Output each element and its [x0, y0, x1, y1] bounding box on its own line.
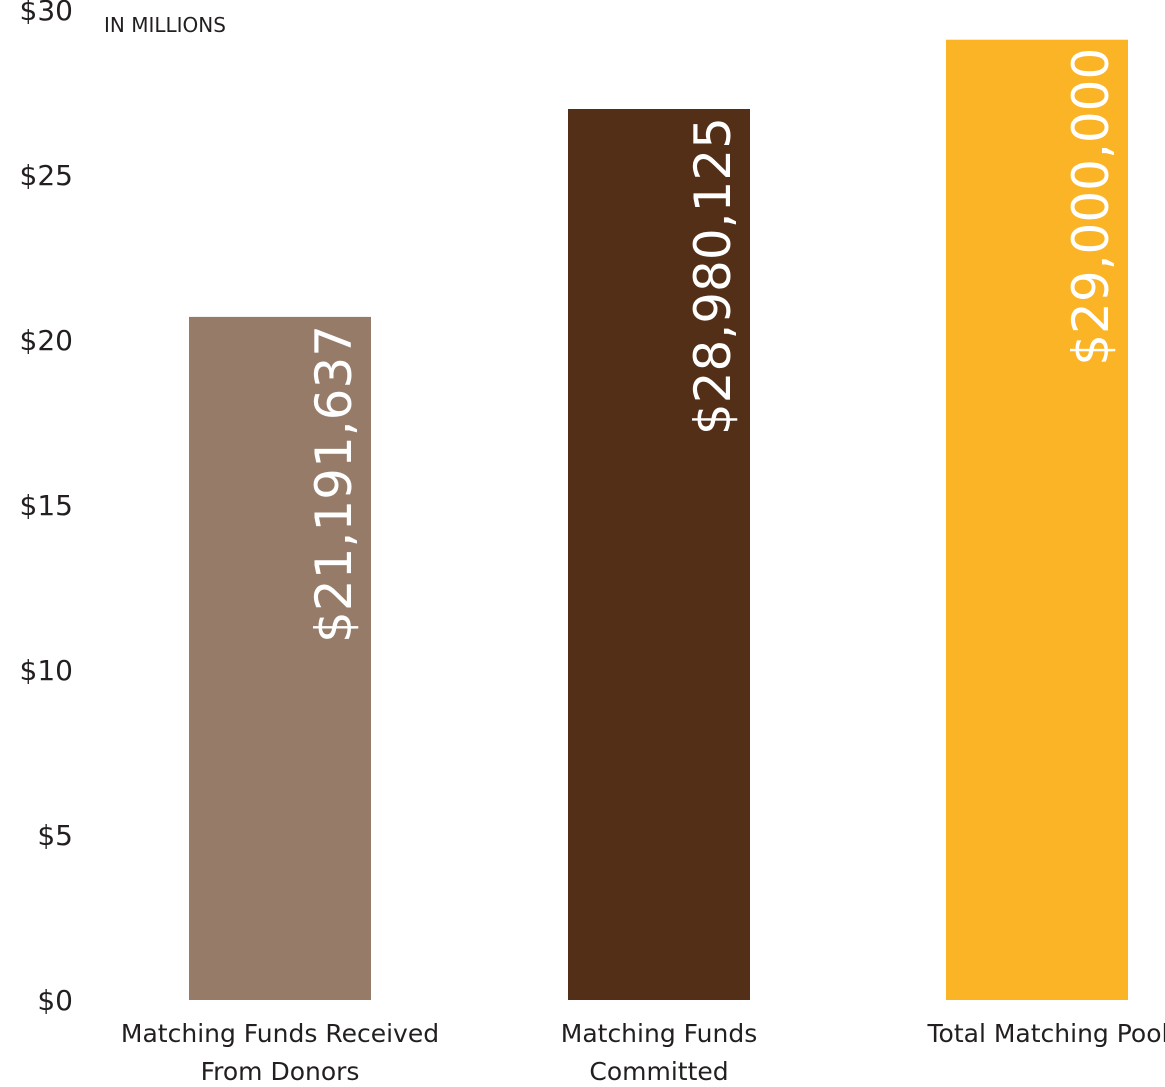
category-label: From Donors: [201, 1057, 360, 1086]
y-axis: $0 $5 $10 $15 $20 $25 $30: [20, 0, 73, 1017]
y-tick-label: $10: [20, 654, 73, 687]
category-label: Matching Funds: [561, 1019, 757, 1048]
bar: [189, 316, 371, 1000]
bar: [946, 39, 1128, 1000]
x-axis: Matching Funds Received From Donors Matchi…: [121, 1019, 1165, 1086]
category-label: Committed: [589, 1057, 728, 1086]
y-tick-label: $30: [20, 0, 73, 27]
category-label: Matching Funds Received: [121, 1019, 439, 1048]
category-label: Total Matching Pool: [927, 1019, 1165, 1048]
y-tick-label: $20: [20, 324, 73, 357]
bar-value-label: $29,000,000: [1062, 48, 1120, 366]
bar-value-label: $28,980,125: [684, 117, 742, 435]
y-tick-label: $5: [37, 819, 73, 852]
y-tick-label: $15: [20, 489, 73, 522]
y-tick-label: $25: [20, 159, 73, 192]
bar: [568, 109, 750, 1000]
bars: $21,191,637 $28,980,125 $29,000,000: [189, 39, 1128, 1000]
unit-note: IN MILLIONS: [104, 13, 226, 37]
bar-value-label: $21,191,637: [305, 325, 363, 643]
y-tick-label: $0: [37, 984, 73, 1017]
